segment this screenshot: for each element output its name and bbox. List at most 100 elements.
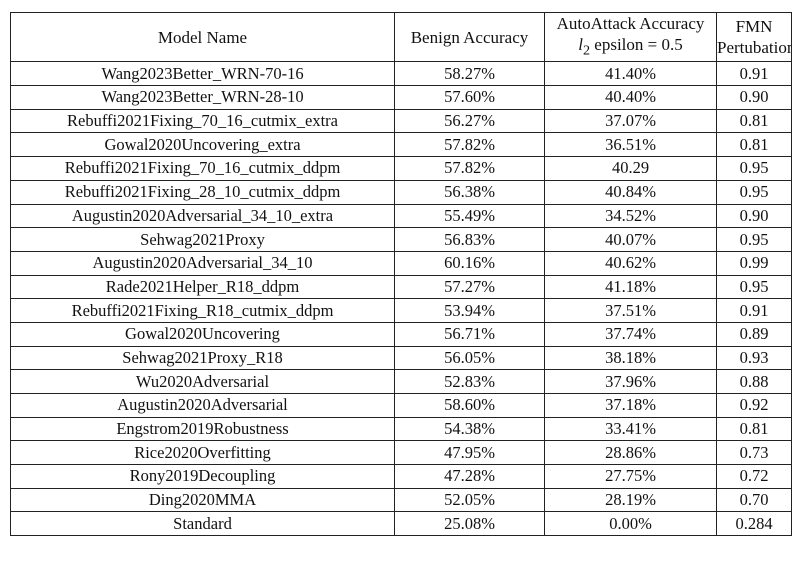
cell-fmn-perturbation: 0.73 <box>716 440 792 466</box>
cell-benign-accuracy: 57.82% <box>394 132 545 158</box>
cell-model-name: Rebuffi2021Fixing_28_10_cutmix_ddpm <box>10 179 395 205</box>
cell-model-name: Gowal2020Uncovering_extra <box>10 132 395 158</box>
header-autoattack-line1: AutoAttack Accuracy <box>556 14 705 33</box>
table-header: Model Name Benign Accuracy AutoAttack Ac… <box>10 11 792 63</box>
header-autoattack-line2: l2 epsilon = 0.5 <box>546 34 716 61</box>
cell-autoattack-accuracy: 38.18% <box>544 345 717 371</box>
cell-fmn-perturbation: 0.95 <box>716 227 792 252</box>
cell-model-name: Gowal2020Uncovering <box>10 321 395 347</box>
header-model-name: Model Name <box>10 11 395 63</box>
cell-autoattack-accuracy: 40.29 <box>544 156 717 181</box>
table-row: Augustin2020Adversarial 58.60% 37.18% 0.92 <box>10 393 792 418</box>
cell-autoattack-accuracy: 0.00% <box>544 511 717 537</box>
header-fmn-line1: FMN <box>735 17 773 37</box>
cell-benign-accuracy: 58.60% <box>394 393 545 418</box>
cell-model-name: Wang2023Better_WRN-28-10 <box>10 85 395 110</box>
table-row: Ding2020MMA 52.05% 28.19% 0.70 <box>10 487 792 513</box>
cell-fmn-perturbation: 0.90 <box>716 203 792 229</box>
table-row: Rade2021Helper_R18_ddpm 57.27% 41.18% 0.95 <box>10 274 792 300</box>
cell-benign-accuracy: 57.27% <box>394 274 545 300</box>
cell-benign-accuracy: 57.60% <box>394 85 545 110</box>
cell-autoattack-accuracy: 33.41% <box>544 416 717 442</box>
cell-benign-accuracy: 60.16% <box>394 250 545 276</box>
cell-autoattack-accuracy: 40.84% <box>544 179 717 205</box>
cell-autoattack-accuracy: 37.96% <box>544 369 717 395</box>
cell-model-name: Wu2020Adversarial <box>10 369 395 395</box>
cell-fmn-perturbation: 0.70 <box>716 487 792 513</box>
cell-fmn-perturbation: 0.81 <box>716 132 792 158</box>
cell-autoattack-accuracy: 36.51% <box>544 132 717 158</box>
header-benign-accuracy: Benign Accuracy <box>394 11 545 63</box>
cell-autoattack-accuracy: 40.40% <box>544 85 717 110</box>
cell-benign-accuracy: 56.38% <box>394 179 545 205</box>
cell-fmn-perturbation: 0.72 <box>716 464 792 489</box>
cell-model-name: Rony2019Decoupling <box>10 464 395 489</box>
cell-fmn-perturbation: 0.90 <box>716 85 792 110</box>
table-row: Augustin2020Adversarial_34_10_extra 55.49… <box>10 203 792 229</box>
table-row: Augustin2020Adversarial_34_10 60.16% 40.62… <box>10 250 792 276</box>
cell-autoattack-accuracy: 37.18% <box>544 393 717 418</box>
cell-autoattack-accuracy: 28.19% <box>544 487 717 513</box>
table-row: Rice2020Overfitting 47.95% 28.86% 0.73 <box>10 440 792 466</box>
header-autoattack-l-symbol: l <box>578 35 583 54</box>
cell-fmn-perturbation: 0.89 <box>716 321 792 347</box>
header-autoattack-subscript: 2 <box>582 42 591 59</box>
cell-benign-accuracy: 53.94% <box>394 298 545 323</box>
cell-model-name: Augustin2020Adversarial_34_10 <box>10 250 395 276</box>
cell-autoattack-accuracy: 28.86% <box>544 440 717 466</box>
table-row: Gowal2020Uncovering_extra 57.82% 36.51% 0.8… <box>10 132 792 158</box>
cell-model-name: Augustin2020Adversarial_34_10_extra <box>10 203 395 229</box>
cell-benign-accuracy: 47.95% <box>394 440 545 466</box>
table-row: Rony2019Decoupling 47.28% 27.75% 0.72 <box>10 464 792 489</box>
cell-model-name: Engstrom2019Robustness <box>10 416 395 442</box>
cell-benign-accuracy: 56.27% <box>394 108 545 134</box>
table-row: Wu2020Adversarial 52.83% 37.96% 0.88 <box>10 369 792 395</box>
cell-fmn-perturbation: 0.91 <box>716 298 792 323</box>
header-fmn-perturbation: FMN Pertubation <box>716 11 792 63</box>
table-row: Rebuffi2021Fixing_70_16_cutmix_extra 56.2… <box>10 108 792 134</box>
table-body: Wang2023Better_WRN-70-16 58.27% 41.40% 0.91… <box>10 61 792 537</box>
cell-benign-accuracy: 47.28% <box>394 464 545 489</box>
cell-model-name: Sehwag2021Proxy_R18 <box>10 345 395 371</box>
cell-model-name: Rebuffi2021Fixing_70_16_cutmix_extra <box>10 108 395 134</box>
table-row: Gowal2020Uncovering 56.71% 37.74% 0.89 <box>10 321 792 347</box>
cell-autoattack-accuracy: 27.75% <box>544 464 717 489</box>
table-row: Rebuffi2021Fixing_70_16_cutmix_ddpm 57.82… <box>10 156 792 181</box>
table-row: Engstrom2019Robustness 54.38% 33.41% 0.81 <box>10 416 792 442</box>
cell-benign-accuracy: 58.27% <box>394 61 545 87</box>
table-row: Sehwag2021Proxy_R18 56.05% 38.18% 0.93 <box>10 345 792 371</box>
cell-fmn-perturbation: 0.93 <box>716 345 792 371</box>
cell-model-name: Ding2020MMA <box>10 487 395 513</box>
cell-fmn-perturbation: 0.91 <box>716 61 792 87</box>
cell-fmn-perturbation: 0.284 <box>716 511 792 537</box>
header-row: Model Name Benign Accuracy AutoAttack Ac… <box>10 11 792 63</box>
table-row: Rebuffi2021Fixing_R18_cutmix_ddpm 53.94% 3… <box>10 298 792 323</box>
cell-benign-accuracy: 56.83% <box>394 227 545 252</box>
cell-model-name: Standard <box>10 511 395 537</box>
table-row: Wang2023Better_WRN-28-10 57.60% 40.40% 0.90 <box>10 85 792 110</box>
header-autoattack-accuracy: AutoAttack Accuracy l2 epsilon = 0.5 <box>544 11 717 63</box>
cell-autoattack-accuracy: 40.62% <box>544 250 717 276</box>
table-row: Wang2023Better_WRN-70-16 58.27% 41.40% 0.91 <box>10 61 792 87</box>
cell-autoattack-accuracy: 37.51% <box>544 298 717 323</box>
cell-model-name: Wang2023Better_WRN-70-16 <box>10 61 395 87</box>
cell-fmn-perturbation: 0.88 <box>716 369 792 395</box>
results-table: Model Name Benign Accuracy AutoAttack Ac… <box>10 11 792 537</box>
cell-benign-accuracy: 56.05% <box>394 345 545 371</box>
cell-benign-accuracy: 52.05% <box>394 487 545 513</box>
table-row: Rebuffi2021Fixing_28_10_cutmix_ddpm 56.38… <box>10 179 792 205</box>
cell-model-name: Rebuffi2021Fixing_R18_cutmix_ddpm <box>10 298 395 323</box>
cell-autoattack-accuracy: 37.74% <box>544 321 717 347</box>
cell-fmn-perturbation: 0.81 <box>716 416 792 442</box>
cell-benign-accuracy: 52.83% <box>394 369 545 395</box>
cell-autoattack-accuracy: 41.40% <box>544 61 717 87</box>
cell-autoattack-accuracy: 41.18% <box>544 274 717 300</box>
cell-autoattack-accuracy: 34.52% <box>544 203 717 229</box>
cell-model-name: Rade2021Helper_R18_ddpm <box>10 274 395 300</box>
cell-benign-accuracy: 56.71% <box>394 321 545 347</box>
cell-fmn-perturbation: 0.95 <box>716 156 792 181</box>
cell-fmn-perturbation: 0.95 <box>716 179 792 205</box>
header-autoattack-epsilon: epsilon = 0.5 <box>590 35 683 54</box>
cell-benign-accuracy: 57.82% <box>394 156 545 181</box>
cell-fmn-perturbation: 0.99 <box>716 250 792 276</box>
